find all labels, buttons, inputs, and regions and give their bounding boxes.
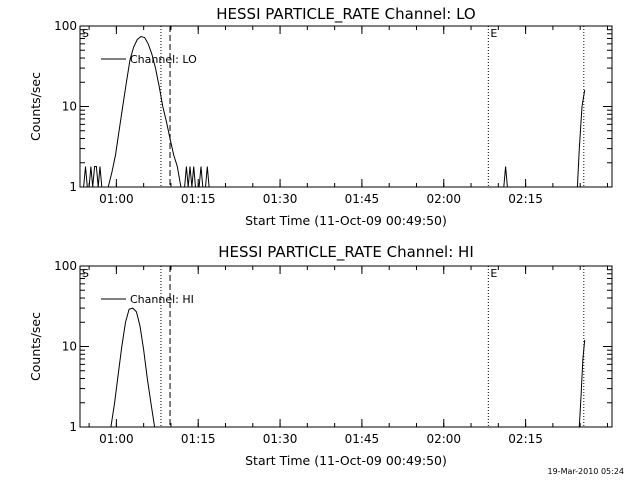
x-tick-label: 01:15 xyxy=(181,192,216,206)
plot-frame xyxy=(79,265,613,428)
y-axis-label: Counts/sec xyxy=(28,72,43,141)
series-line-segment xyxy=(578,340,586,428)
x-tick-label: 02:15 xyxy=(508,192,543,206)
y-tick-label: 10 xyxy=(62,340,77,354)
x-axis-label: Start Time (11-Oct-09 00:49:50) xyxy=(245,453,447,468)
y-tick-label: 100 xyxy=(54,19,77,33)
chart-title: HESSI PARTICLE_RATE Channel: LO xyxy=(216,5,475,24)
y-tick-label: 10 xyxy=(62,100,77,114)
x-tick-label: 02:15 xyxy=(508,432,543,446)
x-tick-label: 01:15 xyxy=(181,432,216,446)
x-tick-label: 02:00 xyxy=(426,432,461,446)
x-tick-label: 01:00 xyxy=(99,192,134,206)
series-line-segment xyxy=(503,166,508,188)
marker-label: S xyxy=(82,267,89,280)
series-line-segment xyxy=(107,35,182,188)
y-tick-label: 100 xyxy=(54,259,77,273)
marker-label: S xyxy=(82,27,89,40)
footer-timestamp: 19-Mar-2010 05:24 xyxy=(548,467,625,476)
y-tick-label: 1 xyxy=(69,420,77,434)
legend-label: Channel: LO xyxy=(130,53,197,66)
chart-title: HESSI PARTICLE_RATE Channel: HI xyxy=(218,243,474,262)
x-tick-label: 01:30 xyxy=(263,192,298,206)
series-line-segment xyxy=(576,90,586,188)
y-axis-label: Counts/sec xyxy=(28,312,43,381)
marker-label: E xyxy=(490,27,497,40)
x-tick-label: 01:30 xyxy=(263,432,298,446)
series-line-segment xyxy=(110,307,156,428)
x-tick-label: 01:45 xyxy=(345,432,380,446)
x-tick-label: 01:00 xyxy=(99,432,134,446)
marker-label: E xyxy=(490,267,497,280)
chart-panel-lo: HESSI PARTICLE_RATE Channel: LO 01:00 01:1… xyxy=(28,5,613,228)
y-tick-label: 1 xyxy=(69,180,77,194)
series-line-segment xyxy=(184,166,210,188)
x-tick-label: 02:00 xyxy=(426,192,461,206)
x-tick-label: 01:45 xyxy=(345,192,380,206)
chart-panel-hi: HESSI PARTICLE_RATE Channel: HI 01:00 01:1… xyxy=(28,243,613,468)
plot-frame xyxy=(79,25,613,188)
legend-label: Channel: HI xyxy=(130,293,194,306)
series-line-segment xyxy=(83,166,103,188)
x-axis-label: Start Time (11-Oct-09 00:49:50) xyxy=(245,213,447,228)
